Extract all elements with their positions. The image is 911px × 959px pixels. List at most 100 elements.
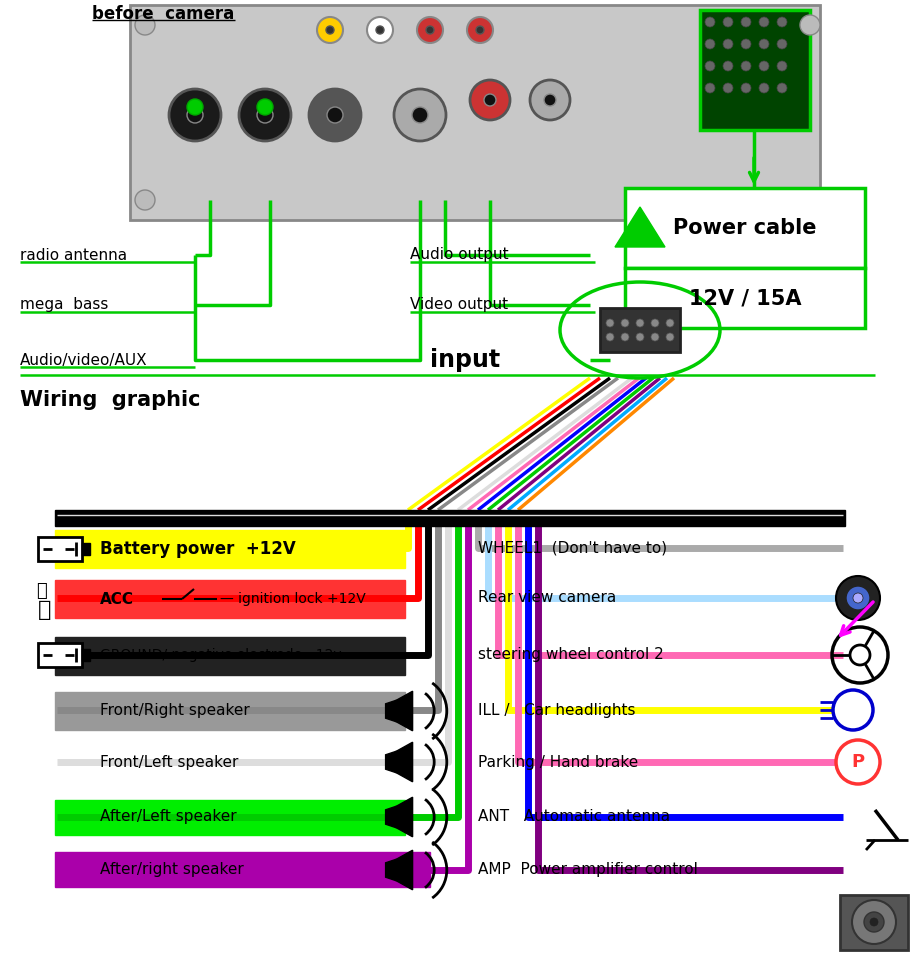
Text: radio antenna: radio antenna [20,247,127,263]
Circle shape [776,39,786,49]
Polygon shape [385,859,396,880]
Polygon shape [614,207,664,247]
Text: Audio output: Audio output [410,247,508,263]
Polygon shape [385,700,396,722]
Bar [55,692,404,730]
Text: Front/Left speaker: Front/Left speaker [100,755,238,769]
Text: Parking / Hand brake: Parking / Hand brake [477,755,638,769]
Circle shape [469,80,509,120]
Circle shape [722,83,732,93]
Circle shape [758,17,768,27]
Circle shape [665,333,673,341]
Text: Audio/video/AUX: Audio/video/AUX [20,353,148,367]
Circle shape [135,190,155,210]
Polygon shape [385,751,396,773]
Text: GROUND/ negative electrode  -12v: GROUND/ negative electrode -12v [100,648,342,662]
Text: Wiring  graphic: Wiring graphic [20,390,200,410]
Circle shape [835,576,879,620]
Circle shape [412,107,427,123]
Circle shape [722,61,732,71]
Bar [55,580,404,618]
Bar [55,637,404,675]
Polygon shape [396,691,412,731]
Circle shape [758,61,768,71]
Polygon shape [396,797,412,837]
Circle shape [135,15,155,35]
Circle shape [620,319,629,327]
Bar [624,268,864,328]
Text: — ignition lock +12V: — ignition lock +12V [220,592,365,606]
Circle shape [484,94,496,106]
Circle shape [257,107,272,123]
Polygon shape [396,851,412,890]
Bar [55,510,844,526]
Circle shape [325,26,333,34]
Circle shape [776,61,786,71]
Text: mega  bass: mega bass [20,297,108,313]
Circle shape [605,319,613,327]
Circle shape [650,319,659,327]
Circle shape [665,319,673,327]
Text: Video output: Video output [410,297,507,313]
Bar [839,895,907,950]
Circle shape [257,99,272,115]
Circle shape [187,99,203,115]
Circle shape [416,17,443,43]
Circle shape [425,26,434,34]
Circle shape [620,333,629,341]
Circle shape [635,319,643,327]
Bar [599,308,680,352]
Bar [82,649,90,661]
Circle shape [740,61,750,71]
Text: AMP  Power amplifier control: AMP Power amplifier control [477,862,697,877]
Circle shape [375,26,384,34]
Circle shape [869,918,877,926]
Text: P: P [851,753,864,771]
Circle shape [317,17,343,43]
Circle shape [740,83,750,93]
Circle shape [758,83,768,93]
Circle shape [466,17,493,43]
Text: After/Left speaker: After/Left speaker [100,809,236,825]
Circle shape [740,39,750,49]
Circle shape [309,89,361,141]
Circle shape [476,26,484,34]
Circle shape [366,17,393,43]
Bar [624,188,864,268]
Circle shape [758,39,768,49]
Circle shape [605,333,613,341]
Text: WHEEL1  (Don't have to): WHEEL1 (Don't have to) [477,541,666,555]
Circle shape [529,80,569,120]
Bar [55,530,404,568]
Circle shape [650,333,659,341]
Polygon shape [385,807,396,828]
Circle shape [845,586,869,610]
Polygon shape [396,742,412,782]
Circle shape [851,900,895,944]
Circle shape [863,912,883,932]
Text: ANT   Automatic antenna: ANT Automatic antenna [477,809,670,825]
Text: ACC: ACC [100,592,134,606]
Text: input: input [429,348,499,372]
Text: After/right speaker: After/right speaker [100,862,243,877]
Text: 12V / 15A: 12V / 15A [688,288,801,308]
Circle shape [852,593,862,603]
Bar [38,537,82,561]
Text: Power cable: Power cable [672,218,816,238]
Bar [700,10,809,130]
Circle shape [187,107,203,123]
Circle shape [239,89,291,141]
Bar [38,643,82,667]
Text: Front/Right speaker: Front/Right speaker [100,704,250,718]
Circle shape [704,61,714,71]
Circle shape [704,17,714,27]
Bar [55,852,429,887]
Text: steering wheel control 2: steering wheel control 2 [477,647,663,663]
Circle shape [635,333,643,341]
Circle shape [776,83,786,93]
Circle shape [740,17,750,27]
Circle shape [722,17,732,27]
Text: before  camera: before camera [92,5,234,23]
Circle shape [704,83,714,93]
Text: 🔑: 🔑 [36,582,47,600]
